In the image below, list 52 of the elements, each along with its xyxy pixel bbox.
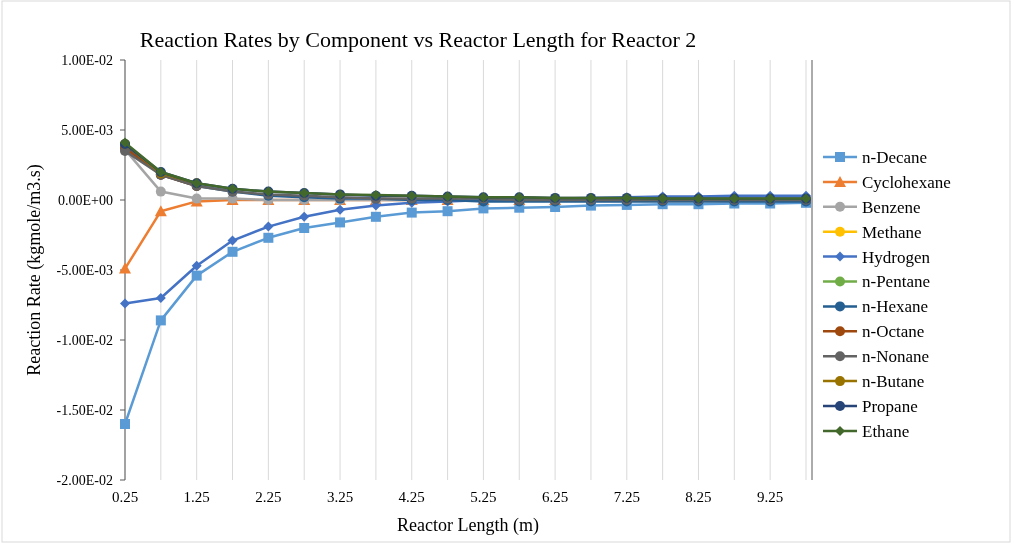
point	[442, 206, 453, 217]
point	[119, 262, 131, 274]
point	[335, 217, 346, 228]
x-tick-label: 1.25	[183, 489, 210, 505]
legend-label: n-Decane	[862, 147, 928, 167]
point	[154, 205, 167, 217]
point	[263, 221, 274, 232]
legend-label: Methane	[862, 222, 922, 242]
point	[191, 260, 202, 271]
x-tick-label: 9.25	[757, 489, 784, 505]
point	[155, 315, 166, 326]
y-tick-label: -2.00E-02	[56, 472, 113, 488]
point	[155, 293, 166, 303]
x-tick-label: 3.25	[326, 489, 354, 505]
legend-label: n-Octane	[862, 322, 925, 342]
point	[155, 186, 166, 197]
legend-label: n-Pentane	[862, 272, 930, 292]
legend-label: n-Hexane	[862, 297, 929, 317]
x-tick-label: 2.25	[255, 489, 282, 505]
point	[227, 235, 238, 246]
legend-label: Propane	[862, 396, 918, 416]
x-axis-title: Reactor Length (m)	[397, 515, 539, 536]
x-tick-label: 4.25	[398, 489, 425, 505]
chart-title: Reaction Rates by Component vs Reactor Length for Reactor 2	[139, 27, 697, 52]
x-tick-label: 8.25	[685, 489, 712, 505]
point	[191, 270, 202, 281]
point	[370, 211, 381, 222]
point	[406, 207, 417, 218]
legend-label: n-Butane	[862, 372, 925, 392]
x-tick-label: 6.25	[541, 489, 569, 505]
point	[335, 204, 346, 215]
x-tick-label: 0.25	[111, 489, 139, 505]
y-tick-label: 0.00E+00	[58, 192, 113, 208]
x-tick-label: 5.25	[470, 489, 497, 505]
point	[263, 232, 274, 243]
legend-label: Benzene	[862, 197, 921, 217]
y-tick-label: -5.00E-03	[56, 262, 113, 278]
point	[299, 211, 310, 222]
legend-label: Hydrogen	[862, 247, 931, 267]
point	[227, 246, 238, 257]
point	[120, 419, 130, 429]
legend-label: Ethane	[862, 421, 910, 441]
y-tick-label: 5.00E-03	[61, 122, 113, 138]
legend-label: n-Nonane	[862, 347, 930, 367]
legend-label: Cyclohexane	[862, 172, 951, 192]
point	[299, 223, 310, 233]
y-tick-label: -1.00E-02	[56, 332, 113, 348]
y-tick-label: 1.00E-02	[61, 52, 113, 68]
y-tick-label: -1.50E-02	[56, 402, 113, 418]
y-axis-title: Reaction Rate (kgmole/m3.s)	[24, 164, 45, 376]
x-tick-label: 7.25	[613, 489, 640, 505]
point	[120, 298, 130, 309]
